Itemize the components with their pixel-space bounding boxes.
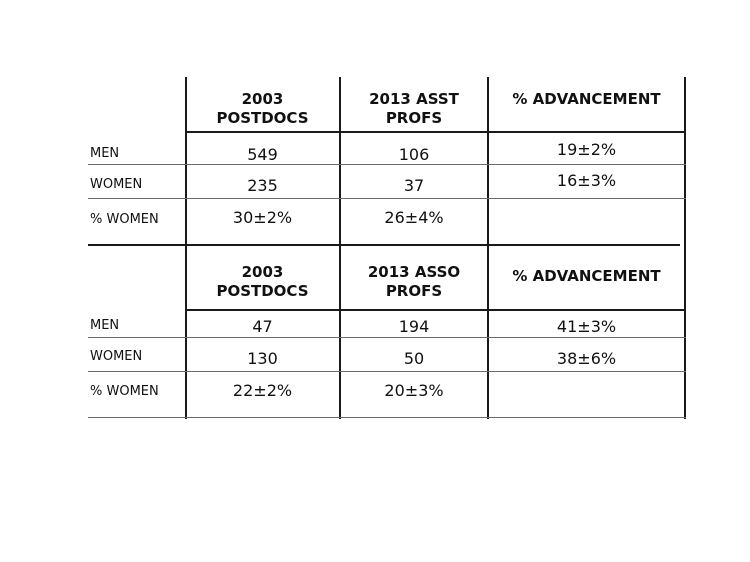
column-header: 2003 POSTDOCS bbox=[186, 90, 339, 128]
table-cell: 20±3% bbox=[384, 381, 444, 400]
table-cell: 47 bbox=[252, 317, 273, 336]
row-label: MEN bbox=[90, 318, 120, 333]
row-rule bbox=[88, 371, 686, 372]
header-line: 2003 bbox=[241, 90, 284, 108]
table-cell: 50 bbox=[403, 349, 425, 368]
column-rule bbox=[185, 77, 187, 419]
column-rule bbox=[684, 77, 686, 419]
header-line: POSTDOCS bbox=[216, 109, 309, 127]
row-rule bbox=[88, 164, 686, 165]
header-line: PROFS bbox=[385, 109, 443, 127]
column-rule bbox=[339, 77, 341, 419]
table-cell: 549 bbox=[247, 145, 278, 164]
table-cell: 130 bbox=[247, 349, 278, 368]
table-cell: 38±6% bbox=[556, 349, 617, 368]
table-cell: 194 bbox=[398, 317, 430, 336]
table-cell: 26±4% bbox=[384, 208, 444, 227]
header-line: % ADVANCEMENT bbox=[512, 267, 661, 285]
table-cell: 19±2% bbox=[556, 140, 617, 159]
table-cell: 41±3% bbox=[556, 317, 617, 336]
header-line: % ADVANCEMENT bbox=[512, 90, 661, 108]
header-line: PROFS bbox=[385, 282, 443, 300]
table-cell: 37 bbox=[403, 176, 425, 195]
header-rule bbox=[185, 131, 686, 133]
table-cell: 16±3% bbox=[556, 171, 617, 190]
header-line: 2013 ASSO bbox=[367, 263, 461, 281]
header-line: POSTDOCS bbox=[216, 282, 309, 300]
table-cell: 22±2% bbox=[232, 381, 293, 400]
header-rule bbox=[185, 309, 686, 311]
row-label: MEN bbox=[90, 146, 120, 161]
row-rule bbox=[88, 198, 686, 199]
column-header: 2003 POSTDOCS bbox=[186, 263, 339, 301]
column-header: % ADVANCEMENT bbox=[489, 90, 684, 109]
row-label: % WOMEN bbox=[90, 212, 159, 227]
table-cell: 106 bbox=[398, 145, 430, 164]
section-divider bbox=[88, 244, 680, 246]
row-label: WOMEN bbox=[90, 349, 143, 364]
column-header: 2013 ASST PROFS bbox=[341, 90, 487, 128]
table-bottom-rule bbox=[88, 417, 686, 418]
column-rule bbox=[487, 77, 489, 419]
table-cell: 30±2% bbox=[232, 208, 293, 227]
column-header: 2013 ASSO PROFS bbox=[341, 263, 487, 301]
table-cell: 235 bbox=[247, 176, 278, 195]
header-line: 2013 ASST bbox=[369, 90, 459, 108]
row-rule bbox=[88, 337, 686, 338]
header-line: 2003 bbox=[241, 263, 284, 281]
row-label: % WOMEN bbox=[90, 384, 159, 399]
column-header: % ADVANCEMENT bbox=[489, 267, 684, 286]
row-label: WOMEN bbox=[90, 177, 143, 192]
